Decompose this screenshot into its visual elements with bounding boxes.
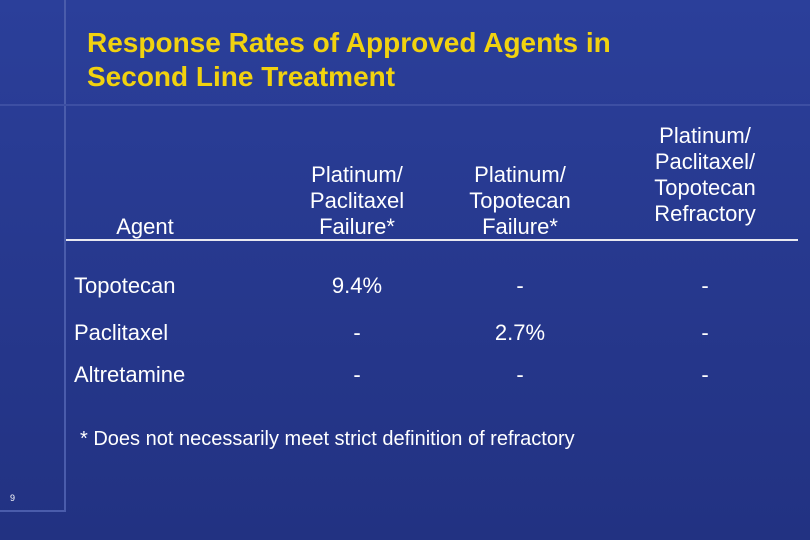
slide-title: Response Rates of Approved Agents in Sec… bbox=[87, 26, 787, 94]
footnote: * Does not necessarily meet strict defin… bbox=[80, 428, 575, 450]
row-value-col3: - bbox=[701, 273, 709, 298]
header-col2-line: Failure* bbox=[482, 214, 558, 239]
title-line-1: Response Rates of Approved Agents in bbox=[87, 27, 611, 58]
row-value-col2: 2.7% bbox=[494, 320, 546, 345]
header-col3-line: Topotecan bbox=[654, 175, 756, 200]
header-col1-line: Platinum/ bbox=[311, 162, 403, 187]
table-header-rule bbox=[66, 239, 798, 241]
row-agent: Topotecan bbox=[74, 273, 176, 298]
table-row: Paclitaxel - 2.7% - bbox=[0, 320, 810, 360]
row-value-col1: - bbox=[353, 362, 361, 387]
header-col3: Platinum/ Paclitaxel/ Topotecan Refracto… bbox=[615, 123, 795, 227]
footer-divider bbox=[0, 510, 66, 512]
header-col3-line: Platinum/ bbox=[659, 123, 751, 148]
left-frame-line bbox=[64, 0, 66, 512]
title-divider bbox=[0, 104, 810, 106]
page-number: 9 bbox=[10, 493, 16, 503]
header-col3-line: Paclitaxel/ bbox=[654, 149, 756, 174]
header-col1: Platinum/ Paclitaxel Failure* bbox=[282, 162, 432, 240]
row-value-col2: - bbox=[516, 362, 524, 387]
header-agent: Agent bbox=[90, 214, 200, 240]
header-col2-line: Platinum/ bbox=[474, 162, 566, 187]
row-agent: Paclitaxel bbox=[74, 320, 169, 345]
title-line-2: Second Line Treatment bbox=[87, 61, 396, 92]
header-col1-line: Paclitaxel bbox=[309, 188, 405, 213]
table-row: Altretamine - - - bbox=[0, 362, 810, 402]
row-value-col1: 9.4% bbox=[331, 273, 383, 298]
row-value-col1: - bbox=[353, 320, 361, 345]
row-agent: Altretamine bbox=[74, 362, 186, 387]
header-col1-line: Failure* bbox=[319, 214, 395, 239]
row-value-col3: - bbox=[701, 320, 709, 345]
row-value-col3: - bbox=[701, 362, 709, 387]
header-col3-line: Refractory bbox=[654, 201, 756, 226]
header-col2-line: Topotecan bbox=[469, 188, 571, 213]
table-row: Topotecan 9.4% - - bbox=[0, 273, 810, 313]
header-agent-label: Agent bbox=[116, 214, 174, 239]
header-col2: Platinum/ Topotecan Failure* bbox=[445, 162, 595, 240]
row-value-col2: - bbox=[516, 273, 524, 298]
